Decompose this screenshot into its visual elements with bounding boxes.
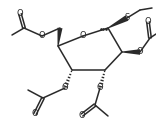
- Text: O: O: [145, 18, 151, 26]
- Polygon shape: [108, 15, 128, 28]
- Text: O: O: [137, 47, 143, 56]
- Text: S: S: [124, 13, 130, 23]
- Text: O: O: [79, 110, 85, 120]
- Text: O: O: [39, 31, 45, 40]
- Text: O: O: [17, 9, 23, 19]
- Text: O: O: [80, 31, 86, 40]
- Text: O: O: [62, 83, 68, 93]
- Polygon shape: [122, 49, 140, 55]
- Polygon shape: [58, 28, 63, 46]
- Text: O: O: [32, 109, 38, 119]
- Text: O: O: [97, 83, 103, 93]
